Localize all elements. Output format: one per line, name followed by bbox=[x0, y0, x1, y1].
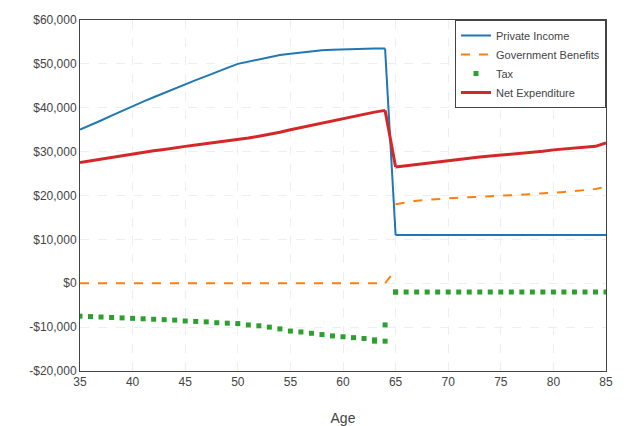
svg-text:$60,000: $60,000 bbox=[33, 13, 77, 27]
svg-text:40: 40 bbox=[126, 375, 140, 389]
svg-text:60: 60 bbox=[336, 375, 350, 389]
svg-text:$20,000: $20,000 bbox=[33, 189, 77, 203]
svg-text:Net Expenditure: Net Expenditure bbox=[496, 87, 575, 99]
svg-text:$10,000: $10,000 bbox=[33, 233, 77, 247]
svg-text:-$20,000: -$20,000 bbox=[29, 364, 77, 378]
svg-text:-$10,000: -$10,000 bbox=[29, 320, 77, 334]
svg-text:55: 55 bbox=[284, 375, 298, 389]
svg-text:$30,000: $30,000 bbox=[33, 145, 77, 159]
svg-text:$0: $0 bbox=[63, 276, 77, 290]
svg-text:Government Benefits: Government Benefits bbox=[496, 49, 600, 61]
svg-text:85: 85 bbox=[599, 375, 613, 389]
svg-text:Private Income: Private Income bbox=[496, 30, 569, 42]
svg-text:35: 35 bbox=[73, 375, 87, 389]
svg-text:$40,000: $40,000 bbox=[33, 101, 77, 115]
svg-text:80: 80 bbox=[547, 375, 561, 389]
svg-text:$50,000: $50,000 bbox=[33, 57, 77, 71]
svg-text:70: 70 bbox=[442, 375, 456, 389]
svg-text:65: 65 bbox=[389, 375, 403, 389]
svg-text:45: 45 bbox=[179, 375, 193, 389]
svg-text:Age: Age bbox=[331, 410, 356, 426]
svg-text:Tax: Tax bbox=[496, 68, 514, 80]
svg-text:50: 50 bbox=[231, 375, 245, 389]
svg-text:75: 75 bbox=[494, 375, 508, 389]
